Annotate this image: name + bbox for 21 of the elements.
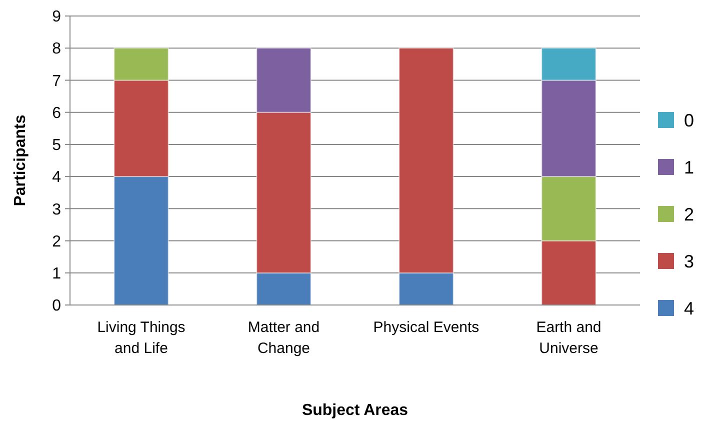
y-tick-label: 4 — [52, 169, 62, 186]
y-axis-title: Participants — [12, 114, 29, 206]
x-tick-label: Physical Events — [373, 319, 480, 336]
y-tick-label: 7 — [52, 72, 62, 90]
y-tick-label: 1 — [52, 265, 62, 282]
legend-label: 1 — [684, 157, 694, 178]
y-tick-label: 0 — [52, 298, 62, 315]
y-tick-label: 5 — [52, 137, 62, 154]
legend-label: 0 — [684, 110, 694, 130]
legend-label: 3 — [684, 251, 694, 272]
x-tick-label: Matter and Change — [248, 319, 320, 357]
y-tick-label: 6 — [52, 104, 62, 122]
y-tick-label: 8 — [52, 40, 62, 58]
legend-label: 2 — [684, 204, 694, 224]
x-axis-title: Subject Areas — [302, 402, 408, 419]
legend-label: 4 — [684, 298, 694, 318]
y-tick-label: 3 — [52, 201, 62, 218]
x-tick-label: Living Things and Life — [97, 319, 186, 357]
x-tick-label: Earth and Universe — [536, 319, 602, 357]
y-tick-label: 2 — [52, 233, 62, 250]
y-tick-label: 9 — [52, 8, 62, 26]
